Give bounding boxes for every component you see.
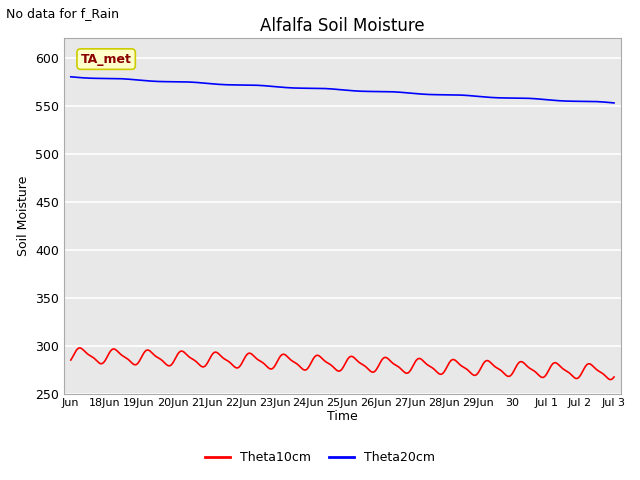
Theta10cm <box>575 374 583 380</box>
Title: Alfalfa Soil Moisture: Alfalfa Soil Moisture <box>260 17 425 36</box>
Line: Theta20cm: Theta20cm <box>71 77 614 103</box>
X-axis label: Time: Time <box>327 410 358 423</box>
Legend: Theta10cm, Theta20cm: Theta10cm, Theta20cm <box>200 446 440 469</box>
Theta10cm <box>76 345 83 351</box>
Theta10cm <box>607 377 614 383</box>
Theta10cm <box>77 346 85 351</box>
Text: No data for f_Rain: No data for f_Rain <box>6 7 120 20</box>
Theta20cm <box>164 79 172 84</box>
Theta10cm <box>442 367 449 372</box>
Text: TA_met: TA_met <box>81 53 132 66</box>
Line: Theta10cm: Theta10cm <box>71 348 614 380</box>
Theta20cm <box>312 85 320 91</box>
Theta10cm <box>345 355 353 360</box>
Theta20cm <box>575 98 583 104</box>
Theta10cm <box>164 363 172 369</box>
Theta20cm <box>442 92 449 97</box>
Y-axis label: Soil Moisture: Soil Moisture <box>17 176 29 256</box>
Theta20cm <box>67 74 75 80</box>
Theta20cm <box>610 100 618 106</box>
Theta20cm <box>77 75 85 81</box>
Theta10cm <box>313 352 321 358</box>
Theta20cm <box>345 87 353 93</box>
Theta10cm <box>67 357 75 363</box>
Theta10cm <box>610 374 618 380</box>
